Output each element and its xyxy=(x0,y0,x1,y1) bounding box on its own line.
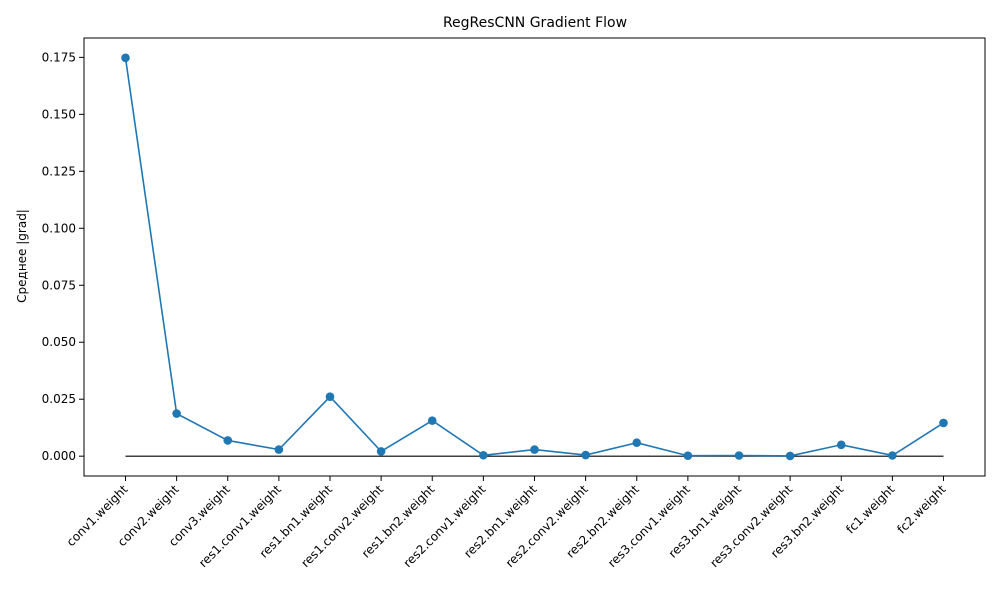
plot-frame xyxy=(83,37,986,477)
data-point xyxy=(530,445,539,454)
data-point xyxy=(632,438,642,448)
data-point xyxy=(479,450,488,460)
data-point xyxy=(121,53,130,63)
data-point xyxy=(274,445,284,454)
y-axis-label: Среднее |grad| xyxy=(15,209,29,303)
data-point xyxy=(325,392,335,401)
data-point xyxy=(376,447,386,456)
y-tick-label: 0.175 xyxy=(42,50,76,64)
data-point xyxy=(734,451,744,460)
chart-title: RegResCNN Gradient Flow xyxy=(443,15,627,31)
y-tick-label: 0.025 xyxy=(42,392,76,406)
x-tick-label: fc1.weight xyxy=(843,482,897,536)
data-point xyxy=(172,409,181,418)
x-tick-label: fc2.weight xyxy=(894,482,948,536)
data-point xyxy=(427,416,437,425)
series-line xyxy=(124,57,944,457)
y-tick-label: 0.050 xyxy=(42,335,76,349)
y-tick-label: 0.100 xyxy=(42,221,76,235)
y-tick-label: 0.000 xyxy=(42,449,76,463)
data-point xyxy=(223,436,233,445)
data-point xyxy=(785,451,795,461)
y-tick-label: 0.125 xyxy=(42,164,76,178)
data-point xyxy=(683,451,693,461)
y-tick-label: 0.075 xyxy=(42,278,76,292)
y-tick-label: 0.150 xyxy=(42,107,76,121)
data-point xyxy=(836,440,846,450)
data-point xyxy=(581,450,590,460)
data-point xyxy=(939,418,948,428)
data-point xyxy=(888,451,897,460)
